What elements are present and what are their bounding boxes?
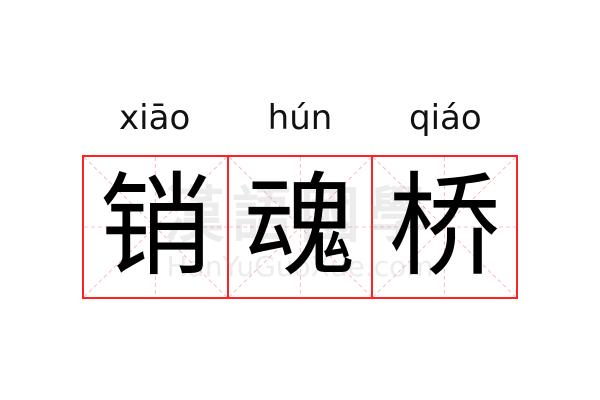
hanzi-3: 桥: [388, 162, 501, 292]
character-grid: 销 魂 桥: [82, 155, 518, 299]
character-cell-1: 销: [84, 157, 227, 297]
guide-lines: [373, 157, 516, 297]
guide-lines: [229, 157, 372, 297]
guide-lines: [84, 157, 227, 297]
pinyin-row: xiāo hún qiáo: [82, 96, 518, 140]
character-cell-2: 魂: [226, 157, 372, 297]
pinyin-2: hún: [267, 98, 333, 138]
character-cell-3: 桥: [371, 157, 516, 297]
pinyin-1: xiāo: [119, 98, 191, 138]
hanzi-1: 销: [99, 162, 212, 292]
pinyin-3: qiáo: [408, 98, 482, 138]
hanzi-2: 魂: [244, 162, 356, 292]
